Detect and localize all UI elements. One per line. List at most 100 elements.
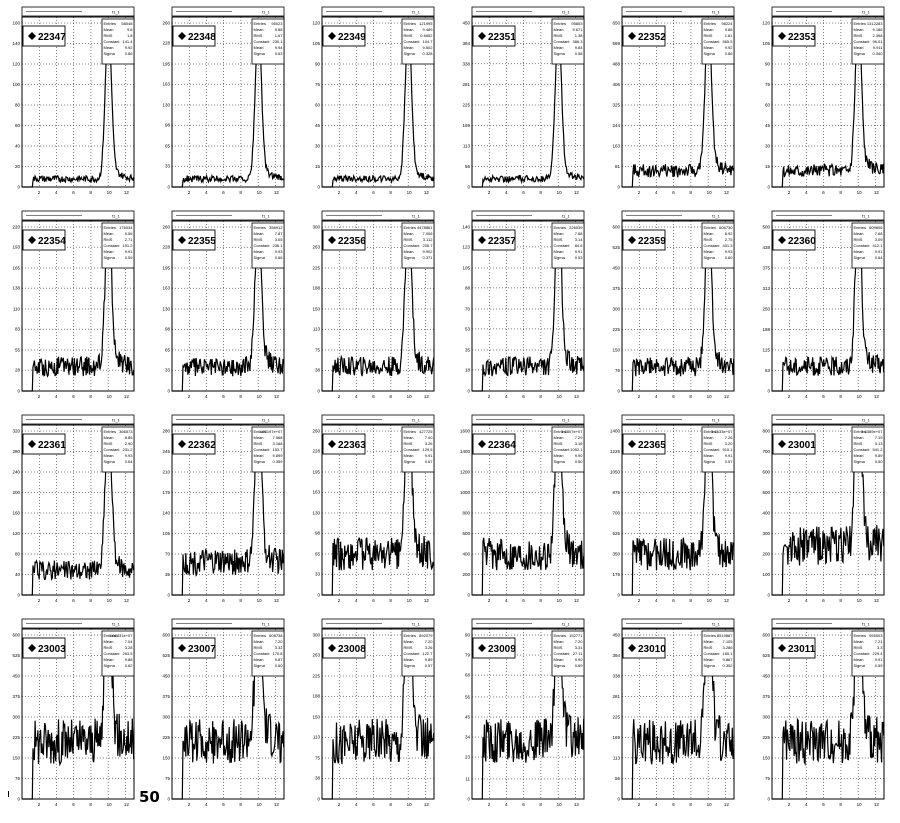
y-tick-label: 28 (15, 368, 21, 373)
stat-label: RMS (104, 645, 113, 650)
run-label-box (622, 229, 666, 251)
stat-label: Mean (854, 435, 864, 440)
stat-label: Mean (104, 639, 114, 644)
stat-value: 226039 (569, 225, 583, 230)
y-tick-label: 200 (462, 572, 470, 577)
y-tick-label: 0 (17, 185, 20, 190)
stats-box (101, 426, 135, 473)
x-tick-label: 8 (389, 598, 392, 603)
y-tick-label: 228 (312, 449, 320, 454)
stat-label: RMS (854, 237, 863, 242)
histogram-panel: f1_1 2 4 6 8 10 12 0 33 65 98 130 163 195 228 260 22348 E… (160, 6, 310, 211)
stat-label: Mean (704, 657, 714, 662)
stat-value: 122.7 (422, 651, 433, 656)
stat-value: 9.93 (275, 249, 284, 254)
stat-value: 0.59 (875, 663, 884, 668)
stat-label: Entries (254, 633, 266, 638)
y-tick-label: 313 (762, 286, 770, 291)
histogram-series (172, 634, 285, 800)
x-tick-label: 2 (338, 394, 341, 399)
y-tick-label: 438 (762, 245, 770, 250)
stat-label: Mean (554, 231, 564, 236)
stat-value: 9.911 (873, 45, 883, 50)
marker-icon (178, 236, 186, 244)
stat-value: 8519887 (717, 633, 733, 638)
y-tick-label: 263 (312, 653, 320, 658)
y-tick-label: 113 (463, 143, 471, 148)
stat-label: RMS (704, 645, 713, 650)
stat-label: Entries (704, 225, 716, 230)
stat-value: 9.90 (575, 453, 584, 458)
stat-value: 3.168 (272, 441, 283, 446)
x-tick-label: 2 (188, 394, 191, 399)
y-tick-label: 525 (612, 531, 620, 536)
stat-value: 3.3 (877, 645, 883, 650)
histogram-svg: f1_1 2 4 6 8 10 12 0 18 35 53 70 88 105 123 140 22357 Ent… (462, 210, 585, 399)
y-tick-label: 450 (612, 266, 620, 271)
stat-value: 229.4 (872, 651, 883, 656)
stat-value: 0.328 (422, 51, 433, 56)
x-tick-label: 6 (822, 394, 825, 399)
stat-value: 7.40 (425, 435, 434, 440)
y-tick-label: 81 (615, 164, 621, 169)
histogram-panel: f1_1 2 4 6 8 10 12 0 75 150 225 300 375 450 525 600 2300… (160, 618, 310, 823)
footer-tick (8, 791, 9, 797)
y-tick-label: 60 (315, 103, 321, 108)
stat-value: 160.1 (722, 651, 733, 656)
stat-label: Mean (404, 27, 414, 32)
y-tick-label: 488 (612, 61, 620, 66)
y-tick-label: 195 (162, 266, 170, 271)
stat-value: 9.91 (575, 249, 584, 254)
stat-label: RMS (854, 33, 863, 38)
y-tick-label: 450 (462, 21, 470, 26)
plot-frame (21, 220, 135, 392)
y-tick-label: 394 (462, 41, 470, 46)
stat-label: RMS (104, 33, 113, 38)
stat-value: 9.89 (425, 657, 434, 662)
y-tick-label: 1400 (610, 429, 621, 434)
y-tick-label: 245 (162, 449, 170, 454)
run-label-box (772, 229, 816, 251)
histogram-svg: f1_1 2 4 6 8 10 12 0 38 75 113 150 188 225 263 300 23008… (312, 618, 435, 807)
y-tick-label: 450 (162, 674, 170, 679)
stat-value: 9.91 (875, 657, 884, 662)
stat-label: RMS (254, 237, 263, 242)
stat-value: 2.71 (125, 237, 134, 242)
histogram-svg: f1_1 2 4 6 8 10 12 0 33 65 98 130 163 195 228 260 22348 E… (162, 6, 285, 195)
histogram-series (772, 22, 885, 188)
x-tick-label: 8 (689, 802, 692, 807)
stat-value: 4478861 (417, 225, 433, 230)
stat-value: 176034 (119, 225, 133, 230)
stat-value: 0.57 (425, 663, 434, 668)
stat-label: Mean (104, 435, 114, 440)
marker-icon (778, 644, 786, 652)
x-tick-label: 6 (222, 190, 225, 195)
x-tick-label: 4 (355, 394, 358, 399)
y-tick-label: 375 (762, 694, 770, 699)
stat-label: Mean (704, 639, 714, 644)
stat-label: Mean (554, 453, 564, 458)
plot-frame (771, 16, 885, 188)
stats-box (401, 222, 435, 269)
stat-value: 1.25197e+07 (259, 429, 283, 434)
x-tick-label: 8 (539, 802, 542, 807)
stat-label: RMS (854, 441, 863, 446)
y-tick-label: 110 (13, 307, 21, 312)
y-tick-label: 220 (12, 225, 20, 230)
y-tick-label: 70 (165, 552, 171, 557)
stat-value: 95023 (271, 21, 283, 26)
stat-value: 2.398 (872, 33, 883, 38)
y-tick-label: 130 (312, 511, 320, 516)
stat-value: 236.1 (272, 243, 283, 248)
y-tick-label: 30 (765, 144, 771, 149)
stat-value: 98224 (721, 21, 733, 26)
stat-label: RMS (254, 33, 263, 38)
histogram-panel: f1_1 2 4 6 8 10 12 0 75 150 225 300 375 450 525 600 2301… (760, 618, 900, 823)
run-label-box (322, 229, 366, 251)
y-tick-label: 525 (162, 653, 170, 658)
y-tick-label: 33 (165, 368, 171, 373)
stat-value: 96.01 (872, 39, 883, 44)
y-tick-label: 90 (315, 62, 321, 67)
y-tick-label: 40 (15, 144, 21, 149)
y-tick-label: 175 (162, 490, 170, 495)
